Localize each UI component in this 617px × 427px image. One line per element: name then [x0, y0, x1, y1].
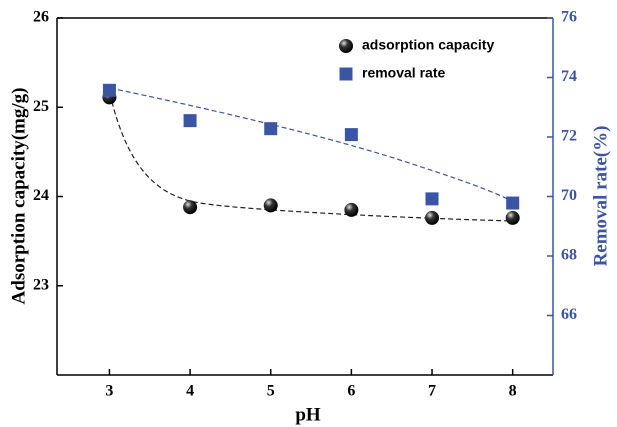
legend-label: removal rate	[362, 65, 445, 81]
legend-label: adsorption capacity	[362, 37, 494, 53]
fit-curve	[109, 93, 515, 222]
legend-marker	[339, 39, 353, 53]
point	[183, 200, 198, 215]
point	[344, 202, 359, 217]
point	[425, 210, 440, 225]
x-tick-label: 3	[105, 383, 113, 400]
x-tick-label: 7	[428, 383, 436, 400]
point	[344, 128, 358, 142]
y2-axis-label: Removal rate(%)	[590, 126, 611, 267]
x-tick-label: 8	[509, 383, 517, 400]
x-tick-label: 5	[267, 383, 275, 400]
y2-tick-label: 72	[561, 128, 577, 145]
y-tick-label: 25	[33, 98, 49, 115]
y-axis-label: Adsorption capacity(mg/g)	[8, 88, 29, 305]
y2-tick-label: 70	[561, 187, 577, 204]
point	[263, 198, 278, 213]
point	[183, 114, 197, 128]
point	[506, 196, 520, 210]
point	[102, 83, 116, 97]
y-tick-label: 23	[33, 276, 49, 293]
point	[264, 122, 278, 136]
legend-marker	[339, 67, 353, 81]
x-axis-label: pH	[295, 404, 321, 425]
y-tick-label: 24	[33, 187, 49, 204]
fit-curve	[109, 87, 515, 204]
x-tick-label: 6	[347, 383, 355, 400]
y-tick-label: 26	[33, 9, 49, 26]
y2-tick-label: 76	[561, 9, 577, 26]
point	[505, 210, 520, 225]
y2-tick-label: 68	[561, 247, 577, 264]
x-tick-label: 4	[186, 383, 194, 400]
y2-tick-label: 66	[561, 306, 577, 323]
y2-tick-label: 74	[561, 68, 577, 85]
point	[425, 192, 439, 206]
